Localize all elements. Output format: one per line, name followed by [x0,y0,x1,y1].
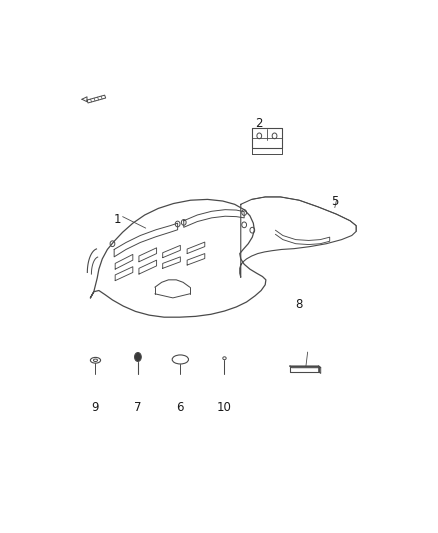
Text: 1: 1 [114,213,121,227]
Text: 8: 8 [296,297,303,311]
Text: 7: 7 [134,401,141,414]
Ellipse shape [134,352,141,361]
Text: 5: 5 [331,195,339,208]
Text: 2: 2 [254,117,262,130]
Text: 10: 10 [217,401,232,414]
Text: 9: 9 [92,401,99,414]
Text: 6: 6 [177,401,184,414]
